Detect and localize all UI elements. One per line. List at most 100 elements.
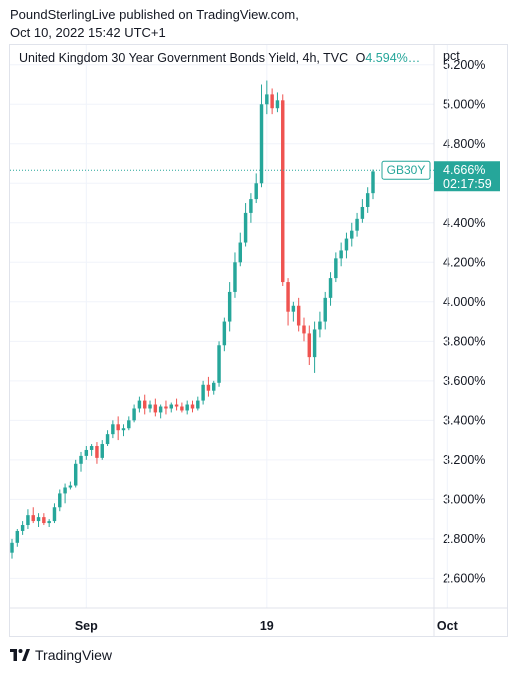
candle-body [68, 485, 73, 488]
last-price-value: 4.666% [443, 163, 485, 177]
candle-body [15, 530, 20, 543]
candle-body [238, 242, 243, 263]
y-tick-label: 4.400% [443, 216, 485, 230]
candle-body [42, 517, 46, 524]
candle-body [190, 404, 195, 409]
candle-body [328, 278, 333, 298]
candle-body [121, 428, 126, 431]
candle-body [227, 291, 232, 322]
y-tick-label: 4.200% [443, 255, 485, 269]
candle-body [10, 542, 14, 553]
candle-body [132, 408, 136, 421]
candle-body [318, 321, 322, 330]
bar-countdown: 02:17:59 [443, 177, 492, 191]
last-price-tag [434, 161, 500, 192]
candle-body [95, 446, 99, 458]
candle-body [212, 382, 216, 391]
candle-body [365, 193, 370, 207]
y-tick-label: 4.800% [443, 137, 485, 151]
y-tick-label: 3.400% [443, 413, 485, 427]
candle-body [111, 424, 115, 435]
candle-body [281, 100, 285, 283]
candle-body [312, 329, 317, 358]
tradingview-logo-icon [10, 649, 30, 661]
publisher-line: PoundSterlingLive published on TradingVi… [10, 7, 299, 22]
y-tick-label: 5.200% [443, 58, 485, 72]
y-tick-label: 3.800% [443, 334, 485, 348]
candle-body [201, 384, 205, 401]
candle-body [233, 262, 237, 292]
y-tick-label: 2.600% [443, 571, 485, 585]
tradingview-brand: TradingView [35, 647, 113, 663]
candle-body [371, 171, 375, 194]
candle-body [217, 345, 221, 383]
candle-body [344, 238, 349, 251]
candle-body [334, 258, 338, 279]
y-tick-label: 3.000% [443, 492, 485, 506]
legend-open-label: O [355, 51, 366, 65]
candle-body [84, 449, 89, 456]
candle-body [158, 406, 163, 413]
x-tick-label: 19 [260, 619, 274, 633]
candle-body [323, 297, 327, 322]
candle-body [180, 406, 184, 411]
candle-body [259, 104, 264, 184]
candle-body [196, 400, 200, 409]
candle-body [127, 420, 131, 429]
candle-body [296, 305, 301, 326]
y-tick-label: 3.600% [443, 374, 485, 388]
symbol-label: GB30Y [387, 163, 426, 177]
candle-body [169, 404, 173, 409]
candle-body [164, 406, 168, 409]
y-tick-label: 3.200% [443, 453, 485, 467]
candle-body [79, 455, 83, 464]
candle-body [89, 446, 94, 450]
symbol-label-box [381, 160, 431, 180]
candle-body [360, 206, 365, 219]
candle-body [185, 404, 189, 411]
chart-frame [9, 44, 508, 637]
candle-body [302, 325, 306, 334]
candle-body [148, 404, 152, 409]
candle-body [254, 183, 258, 200]
y-tick-label: 5.000% [443, 97, 485, 111]
footer: TradingView [10, 647, 112, 663]
candle-body [249, 199, 253, 213]
candle-body [355, 218, 359, 231]
legend-open-value: 4.594%… [365, 51, 421, 65]
candle-body [47, 521, 51, 524]
publish-date: Oct 10, 2022 15:42 UTC+1 [10, 25, 166, 40]
candle-body [26, 515, 30, 526]
candle-body [153, 404, 158, 413]
candle-body [36, 517, 41, 522]
candle-body [116, 424, 120, 431]
candle-body [142, 400, 147, 409]
x-tick-label: Sep [75, 619, 98, 633]
candle-body [58, 493, 62, 508]
candle-body [307, 333, 312, 358]
candle-body [243, 212, 248, 243]
y-tick-label: 4.000% [443, 295, 485, 309]
candle-body [105, 434, 110, 445]
candle-body [100, 444, 104, 458]
candle-body [275, 100, 280, 109]
candle-body [20, 525, 25, 531]
candle-body [222, 321, 227, 346]
candle-body [339, 250, 343, 259]
candle-body [206, 384, 211, 391]
candle-body [52, 507, 57, 522]
candle-body [265, 94, 269, 105]
candle-body [174, 404, 179, 407]
y-tick-label: 2.800% [443, 532, 485, 546]
publisher-header: PoundSterlingLive published on TradingVi… [10, 6, 299, 42]
candle-body [291, 305, 296, 312]
candle-body [137, 400, 142, 409]
candle-body [31, 515, 35, 522]
chart-legend: United Kingdom 30 Year Government Bonds … [19, 51, 420, 65]
candle-body [63, 487, 67, 494]
candle-body [350, 230, 354, 239]
candle-body [73, 463, 78, 486]
x-tick-label: Oct [437, 619, 459, 633]
legend-title: United Kingdom 30 Year Government Bonds … [19, 51, 349, 65]
